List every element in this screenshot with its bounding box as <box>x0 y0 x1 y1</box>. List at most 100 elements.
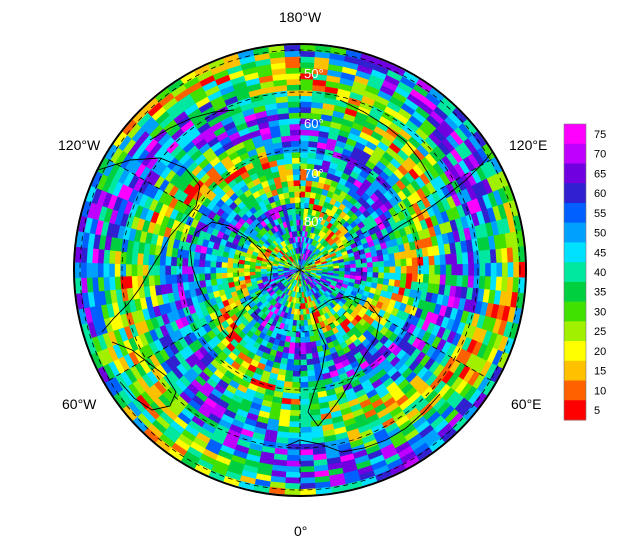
field-cell <box>159 264 166 276</box>
field-cell <box>367 267 374 273</box>
field-cell <box>366 256 374 264</box>
colorbar-swatch <box>564 380 586 401</box>
field-cell <box>349 263 357 269</box>
field-cell <box>287 89 301 97</box>
field-cell <box>159 274 167 286</box>
field-cell <box>292 174 301 181</box>
field-cell <box>305 185 313 193</box>
field-cell <box>80 261 87 279</box>
field-cell <box>513 261 520 279</box>
field-cell <box>108 262 115 278</box>
field-cell <box>411 273 419 283</box>
field-cell <box>422 256 430 267</box>
field-cell <box>204 266 211 274</box>
field-cell <box>293 353 301 361</box>
meridian-line <box>104 269 301 383</box>
field-cell <box>296 230 301 237</box>
field-cell <box>291 213 297 221</box>
coastline-europe <box>285 393 441 453</box>
colorbar-tick-label: 30 <box>594 307 606 319</box>
field-cell <box>299 353 307 361</box>
field-cell <box>237 267 245 273</box>
field-cell <box>287 185 295 193</box>
field-cell <box>299 460 315 468</box>
field-cell <box>221 266 228 274</box>
colorbar-swatch <box>564 341 586 362</box>
coastline-alaska <box>149 109 235 141</box>
field-cell <box>209 260 217 268</box>
field-cell <box>299 134 310 142</box>
field-cell <box>468 263 475 277</box>
field-cell <box>299 100 313 108</box>
colorbar-tick-label: 50 <box>594 228 606 240</box>
field-cell <box>361 267 368 273</box>
field-cell <box>299 95 313 103</box>
field-cell <box>383 272 391 280</box>
field-cell <box>290 134 301 142</box>
field-cell <box>131 263 138 277</box>
field-cell <box>299 477 316 485</box>
field-cell <box>284 55 301 63</box>
field-cell <box>294 331 301 338</box>
field-cell <box>147 264 155 276</box>
latitude-circle <box>179 149 421 391</box>
field-cell <box>198 272 206 281</box>
field-cell <box>289 415 301 423</box>
field-cell <box>294 342 301 350</box>
field-cell <box>289 123 301 131</box>
field-cell <box>284 477 301 485</box>
field-cell <box>164 255 172 266</box>
field-cell <box>339 268 346 272</box>
field-cell <box>299 185 307 192</box>
colorbar-swatch <box>564 281 586 303</box>
field-cell <box>473 263 481 277</box>
field-cell <box>299 325 305 333</box>
field-cell <box>479 263 486 277</box>
colorbar-frame <box>563 123 587 421</box>
field-cell <box>394 259 402 268</box>
field-cell <box>294 196 301 204</box>
field-cell <box>288 421 301 428</box>
field-cell <box>296 224 301 232</box>
field-cell <box>204 259 211 268</box>
field-cell <box>338 264 346 269</box>
field-cell <box>366 272 374 278</box>
field-cell <box>294 336 301 344</box>
field-cell <box>417 265 425 275</box>
field-cell <box>289 117 301 125</box>
field-cell <box>285 168 294 176</box>
latitude-label: 60° <box>304 116 324 131</box>
coastline-hudson-bay <box>111 341 177 411</box>
field-cell <box>97 262 104 278</box>
field-cell <box>299 308 304 316</box>
field-cell <box>299 370 308 378</box>
field-cell <box>291 376 301 383</box>
field-cell <box>187 257 195 267</box>
field-cell <box>383 260 391 268</box>
field-cell <box>299 50 316 58</box>
field-cell <box>237 271 245 277</box>
colorbar-tick-label: 40 <box>594 267 606 279</box>
colorbar-tick-label: 20 <box>594 346 606 358</box>
field-cell <box>299 336 306 344</box>
field-cell <box>285 471 301 479</box>
meridian-line <box>104 157 301 271</box>
field-cell <box>294 202 301 209</box>
field-cell <box>366 262 374 268</box>
colorbar-swatch <box>564 222 586 243</box>
field-cell <box>305 353 313 361</box>
field-cell <box>344 264 351 269</box>
field-cell <box>428 255 436 266</box>
field-cell <box>299 471 315 479</box>
meridian-line <box>299 269 496 383</box>
coastline-canada <box>97 157 201 333</box>
field-cell <box>299 106 312 114</box>
field-cell <box>377 260 385 268</box>
field-cell <box>125 263 132 277</box>
field-cell <box>290 398 301 406</box>
lon-label-lower-left: 60°W <box>62 396 97 412</box>
field-cell <box>291 145 301 153</box>
field-cell <box>383 266 391 274</box>
field-cell <box>286 358 295 366</box>
field-cell <box>284 482 301 490</box>
